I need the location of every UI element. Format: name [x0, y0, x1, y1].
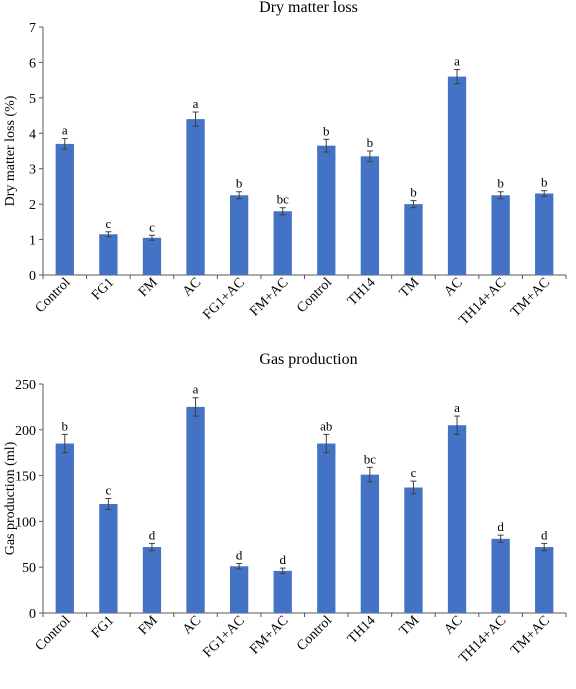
significance-label: b [497, 176, 504, 191]
bar [142, 237, 162, 275]
bar [404, 487, 423, 613]
significance-label: d [149, 527, 156, 542]
significance-label: b [410, 185, 417, 200]
gas-production-chart: Gas production Gas production (ml) 0 50 100 1… [3, 351, 567, 666]
bar [447, 425, 467, 613]
y-tick-label: 7 [29, 21, 36, 36]
significance-label: bc [364, 451, 377, 466]
bar [535, 193, 554, 275]
significance-label: c [149, 219, 155, 234]
category-label: TM [397, 275, 423, 301]
significance-label: b [367, 135, 374, 150]
significance-label: d [541, 527, 548, 542]
dry-matter-loss-chart: Dry matter loss Dry matter loss (%) 0 1 2 3 4 5… [3, 0, 567, 328]
y-tick-label: 4 [29, 127, 36, 142]
category-label: TH14+AC [456, 275, 509, 328]
y-axis-label: Gas production (ml) [3, 441, 18, 555]
chart-title: Gas production [259, 351, 357, 368]
category-label: Control [294, 275, 335, 316]
significance-label: d [497, 519, 504, 534]
bar [55, 143, 74, 275]
bar [535, 547, 554, 613]
y-axis-label: Dry matter loss (%) [3, 95, 18, 206]
significance-label: a [62, 123, 68, 138]
significance-label: ab [320, 418, 332, 433]
category-label: FG1 [89, 613, 117, 641]
significance-label: b [236, 176, 243, 191]
category-label: TM+AC [508, 613, 553, 658]
category-label: FM+AC [247, 275, 291, 319]
bar [229, 195, 249, 275]
significance-label: a [193, 382, 199, 397]
category-label: FM [136, 613, 161, 638]
significance-label: b [541, 175, 548, 190]
category-label: TM [397, 613, 423, 639]
bar [142, 547, 162, 613]
category-label: Control [33, 275, 74, 316]
bar [99, 503, 118, 613]
bar [273, 211, 292, 275]
significance-label: c [105, 216, 111, 231]
y-tick-label: 200 [15, 424, 36, 439]
significance-label: b [323, 123, 330, 138]
category-label: AC [180, 275, 204, 299]
significance-label: a [454, 54, 460, 69]
category-label: FM [136, 275, 161, 300]
significance-label: c [105, 483, 111, 498]
category-label: Control [33, 613, 74, 654]
category-label: AC [442, 613, 466, 637]
bar [186, 406, 205, 613]
significance-label: d [279, 552, 286, 567]
significance-label: a [454, 400, 460, 415]
y-tick-label: 100 [15, 515, 36, 530]
bar [273, 570, 292, 613]
significance-label: b [62, 418, 69, 433]
significance-label: d [236, 548, 243, 563]
y-tick-label: 1 [29, 234, 36, 249]
bar [491, 195, 510, 275]
y-tick-label: 2 [29, 198, 36, 213]
category-label: TH14+AC [456, 613, 509, 666]
y-tick-label: 0 [29, 607, 36, 622]
y-tick-label: 0 [29, 269, 36, 284]
bar [317, 443, 336, 613]
y-tick-label: 150 [15, 470, 36, 485]
category-label: AC [180, 613, 204, 637]
category-label: FM+AC [247, 613, 291, 657]
y-tick-label: 50 [22, 561, 36, 576]
bar [360, 156, 380, 275]
category-label: TM+AC [508, 275, 553, 320]
category-label: FG1+AC [200, 613, 248, 661]
category-label: Control [294, 613, 335, 654]
category-label: FG1 [89, 275, 117, 303]
category-label: FG1+AC [200, 275, 248, 323]
bar [229, 566, 249, 613]
y-tick-label: 3 [29, 163, 36, 178]
category-label: TH14 [345, 275, 379, 309]
y-tick-label: 6 [29, 56, 36, 71]
category-label: TH14 [345, 613, 379, 647]
bar [447, 76, 467, 275]
bar [317, 145, 336, 275]
category-label: AC [442, 275, 466, 299]
bar [404, 204, 423, 275]
significance-label: c [411, 465, 417, 480]
bar [491, 538, 510, 613]
y-tick-label: 250 [15, 378, 36, 393]
bar [55, 443, 74, 613]
significance-label: a [193, 96, 199, 111]
bar [99, 234, 118, 275]
y-tick-label: 5 [29, 92, 36, 107]
chart-title: Dry matter loss [259, 0, 358, 16]
significance-label: bc [277, 192, 290, 207]
bar [360, 474, 380, 613]
bar [186, 119, 205, 275]
